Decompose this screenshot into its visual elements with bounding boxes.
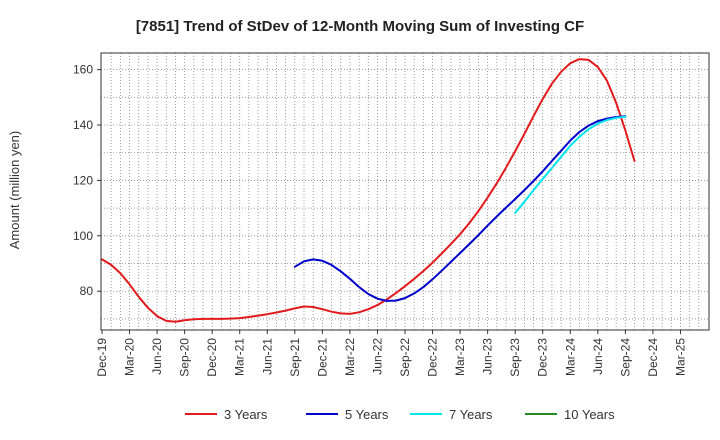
x-tick-label: Dec-21 xyxy=(315,338,329,377)
series-line-7-years xyxy=(514,115,627,214)
y-axis-label: Amount (million yen) xyxy=(7,131,22,250)
x-tick-label: Jun-23 xyxy=(481,338,495,375)
series-line-5-years xyxy=(293,115,627,302)
x-tick-label: Dec-23 xyxy=(536,338,550,377)
legend-label: 5 Years xyxy=(345,407,389,422)
series-line-3-years xyxy=(101,58,636,323)
x-tick-label: Mar-21 xyxy=(233,338,247,376)
y-tick-label: 120 xyxy=(73,173,93,187)
x-tick-label: Jun-20 xyxy=(150,338,164,375)
x-tick-label: Jun-24 xyxy=(591,338,605,375)
x-tick-label: Dec-19 xyxy=(95,338,109,377)
y-tick-label: 140 xyxy=(73,118,93,132)
x-tick-label: Mar-24 xyxy=(563,338,577,376)
x-tick-label: Dec-22 xyxy=(426,338,440,377)
x-tick-label: Sep-24 xyxy=(618,338,632,377)
legend-label: 3 Years xyxy=(224,407,268,422)
series-lines xyxy=(101,58,636,323)
x-tick-label: Sep-21 xyxy=(288,338,302,377)
x-axis-ticks: Dec-19 Mar-20 Jun-20 Sep-20 Dec-20 Mar-21 Jun-… xyxy=(95,330,687,377)
x-tick-label: Mar-25 xyxy=(673,338,687,376)
x-tick-label: Sep-20 xyxy=(178,338,192,377)
x-tick-label: Jun-22 xyxy=(370,338,384,375)
x-tick-label: Mar-20 xyxy=(123,338,137,376)
legend-label: 10 Years xyxy=(564,407,615,422)
grid xyxy=(101,53,709,330)
x-tick-label: Sep-23 xyxy=(508,338,522,377)
y-tick-label: 80 xyxy=(80,284,94,298)
x-tick-label: Mar-23 xyxy=(453,338,467,376)
x-tick-label: Mar-22 xyxy=(343,338,357,376)
legend-label: 7 Years xyxy=(449,407,493,422)
y-tick-label: 160 xyxy=(73,63,93,77)
x-tick-label: Dec-20 xyxy=(205,338,219,377)
y-tick-label: 100 xyxy=(73,229,93,243)
legend: 3 Years 5 Years 7 Years 10 Years xyxy=(185,407,615,422)
chart-title: [7851] Trend of StDev of 12-Month Moving… xyxy=(136,18,584,35)
x-tick-label: Jun-21 xyxy=(260,338,274,375)
x-tick-label: Dec-24 xyxy=(646,338,660,377)
x-tick-label: Sep-22 xyxy=(398,338,412,377)
y-axis-ticks: 80 100 120 140 160 xyxy=(73,63,101,298)
